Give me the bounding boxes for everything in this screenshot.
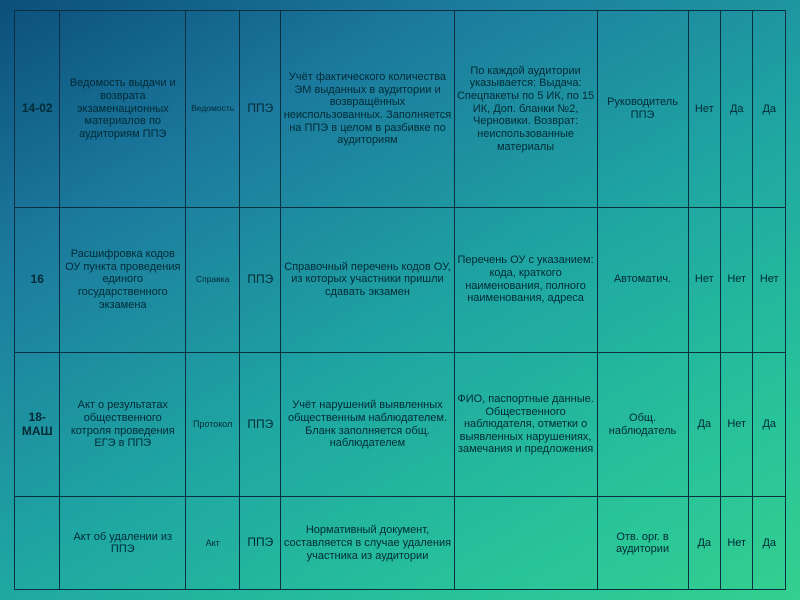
cell-contents: Перечень ОУ с указанием: кода, краткого … [454,207,597,352]
cell-level: ППЭ [240,352,281,497]
cell-purpose: Учёт нарушений выявленных общественным н… [281,352,454,497]
cell-contents: По каждой аудитории указывается: Выдача:… [454,11,597,208]
cell-responsible: Руководитель ППЭ [597,11,688,208]
cell-name: Акт об удалении из ППЭ [60,497,186,590]
cell-doc-type: Протокол [186,352,240,497]
cell-flag3: Да [753,497,786,590]
table-row: 18-МАШ Акт о результатах общественного к… [15,352,786,497]
cell-doc-type: Акт [186,497,240,590]
cell-name: Акт о результатах общественного котроля … [60,352,186,497]
cell-code [15,497,60,590]
cell-contents: ФИО, паспортные данные. Общественного на… [454,352,597,497]
cell-flag2: Нет [720,352,752,497]
cell-contents [454,497,597,590]
table-row: 14-02 Ведомость выдачи и возврата экзаме… [15,11,786,208]
cell-flag3: Нет [753,207,786,352]
forms-table: 14-02 Ведомость выдачи и возврата экзаме… [14,10,786,590]
cell-flag2: Нет [720,497,752,590]
cell-flag1: Да [688,497,720,590]
cell-flag1: Нет [688,11,720,208]
cell-responsible: Автоматич. [597,207,688,352]
table-row: Акт об удалении из ППЭ Акт ППЭ Нормативн… [15,497,786,590]
cell-doc-type: Ведомость [186,11,240,208]
cell-level: ППЭ [240,497,281,590]
cell-code: 16 [15,207,60,352]
cell-name: Ведомость выдачи и возврата экзаменацион… [60,11,186,208]
cell-code: 14-02 [15,11,60,208]
table-body: 14-02 Ведомость выдачи и возврата экзаме… [15,11,786,590]
cell-level: ППЭ [240,207,281,352]
cell-flag2: Да [720,11,752,208]
cell-purpose: Учёт фактического количества ЭМ выданных… [281,11,454,208]
cell-flag2: Нет [720,207,752,352]
cell-purpose: Справочный перечень кодов ОУ, из которых… [281,207,454,352]
cell-level: ППЭ [240,11,281,208]
table-row: 16 Расшифровка кодов ОУ пункта проведени… [15,207,786,352]
cell-flag3: Да [753,352,786,497]
cell-flag3: Да [753,11,786,208]
table-container: 14-02 Ведомость выдачи и возврата экзаме… [0,0,800,600]
cell-doc-type: Справка [186,207,240,352]
cell-purpose: Нормативный документ, составляется в слу… [281,497,454,590]
cell-name: Расшифровка кодов ОУ пункта проведения е… [60,207,186,352]
cell-responsible: Отв. орг. в аудитории [597,497,688,590]
cell-code: 18-МАШ [15,352,60,497]
cell-flag1: Да [688,352,720,497]
cell-flag1: Нет [688,207,720,352]
cell-responsible: Общ. наблюдатель [597,352,688,497]
